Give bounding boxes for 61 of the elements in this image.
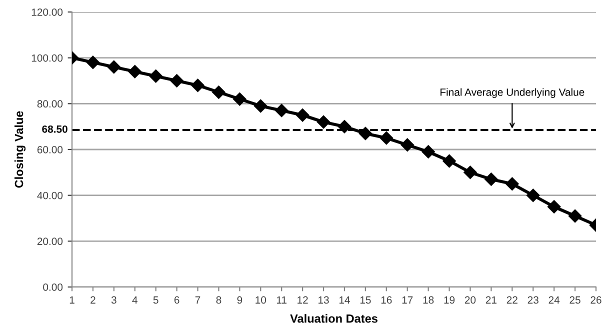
x-tick-label: 3 — [111, 296, 116, 304]
x-tick-label: 13 — [318, 296, 329, 304]
point — [547, 200, 561, 214]
point — [464, 166, 477, 180]
annotation: Final Average Underlying Value — [440, 88, 584, 98]
x-tick-label: 1 — [70, 296, 74, 304]
x-tick-label: 18 — [423, 296, 434, 304]
point — [254, 99, 268, 113]
point — [568, 209, 582, 223]
y-axis-title: Closing Value — [14, 111, 26, 188]
x-tick-label: 10 — [256, 296, 266, 304]
x-tick-label: 2 — [90, 296, 96, 304]
point — [191, 78, 204, 92]
ref-line-label: 68.50 — [42, 125, 68, 133]
x-tick-label: 17 — [402, 296, 413, 304]
x-tick-label: 4 — [132, 296, 138, 304]
point — [358, 126, 372, 140]
point — [149, 70, 162, 83]
point — [128, 64, 142, 78]
x-tick-label: 15 — [360, 296, 371, 304]
x-tick-label: 19 — [444, 296, 455, 304]
point — [233, 92, 246, 106]
x-tick-label: 26 — [590, 296, 602, 304]
point — [442, 154, 456, 168]
point — [338, 120, 352, 134]
x-tick-label: 7 — [195, 296, 200, 304]
point — [296, 108, 310, 122]
x-axis-title: Valuation Dates — [290, 314, 378, 323]
x-tick-label: 11 — [276, 296, 286, 304]
x-tick-label: 22 — [506, 296, 518, 304]
x-tick-label: 23 — [528, 296, 538, 304]
point — [86, 56, 100, 70]
y-tick-label: 80.00 — [37, 100, 63, 108]
y-tick-label: 120.00 — [32, 8, 63, 16]
x-tick-label: 16 — [381, 296, 392, 304]
point — [212, 86, 226, 99]
point — [275, 104, 288, 118]
x-tick-label: 9 — [237, 296, 242, 304]
point — [526, 188, 540, 202]
y-tick-label: 0.00 — [43, 284, 63, 291]
point — [170, 74, 184, 88]
x-tick-label: 24 — [548, 296, 560, 304]
x-tick-label: 6 — [174, 296, 180, 304]
x-tick-label: 8 — [216, 296, 222, 304]
x-tick-label: 21 — [486, 296, 496, 304]
x-tick-label: 20 — [464, 296, 476, 304]
point — [107, 60, 121, 74]
x-tick-label: 5 — [153, 296, 158, 304]
point — [484, 172, 498, 186]
x-tick-label: 14 — [339, 296, 350, 304]
x-tick-label: 12 — [298, 296, 308, 304]
point — [422, 145, 435, 158]
x-tick-label: 25 — [570, 296, 580, 304]
point — [316, 115, 330, 129]
y-tick-label: 20.00 — [37, 238, 63, 246]
point — [506, 177, 519, 190]
point — [400, 138, 414, 152]
y-tick-label: 100.00 — [32, 54, 63, 62]
point — [380, 131, 393, 145]
y-tick-label: 40.00 — [37, 192, 63, 200]
y-tick-label: 60.00 — [37, 146, 63, 154]
